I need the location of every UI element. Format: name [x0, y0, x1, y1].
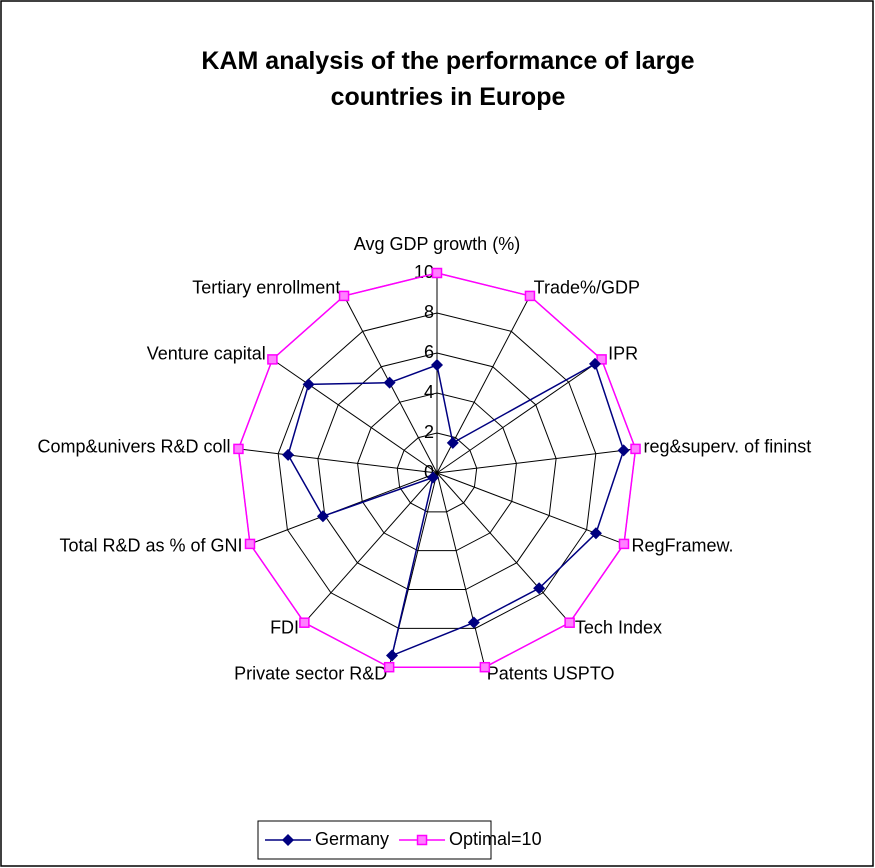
- marker: [383, 376, 396, 389]
- marker: [302, 378, 315, 391]
- grid-line: [277, 312, 597, 629]
- marker: [479, 661, 491, 673]
- spoke: [436, 358, 602, 474]
- marker: [431, 359, 443, 371]
- category-label: Tertiary enrollment: [192, 278, 340, 298]
- marker: [316, 510, 329, 523]
- legend-label: Optimal=10: [449, 829, 542, 849]
- category-label: Comp&univers R&D coll: [37, 437, 230, 457]
- marker: [564, 617, 575, 628]
- y-tick-label: 8: [424, 302, 434, 322]
- marker: [338, 290, 350, 302]
- marker: [427, 471, 440, 484]
- y-tick-label: 0: [424, 462, 434, 482]
- category-label: Trade%/GDP: [534, 278, 640, 298]
- marker: [446, 436, 459, 449]
- category-label: Tech Index: [575, 617, 662, 637]
- spoke: [304, 472, 438, 624]
- category-label: Total R&D as % of GNI: [59, 536, 242, 556]
- category-label: Private sector R&D: [234, 664, 387, 684]
- y-tick-label: 4: [424, 382, 434, 402]
- category-label: Avg GDP growth (%): [354, 234, 520, 254]
- category-label: FDI: [270, 617, 299, 637]
- marker: [589, 527, 602, 540]
- marker: [282, 448, 295, 461]
- spoke: [238, 448, 438, 474]
- spoke: [272, 358, 438, 474]
- marker: [596, 354, 607, 365]
- category-label: IPR: [608, 344, 638, 364]
- grid-line: [357, 392, 517, 552]
- chart-title: KAM analysis of the performance of large…: [201, 47, 694, 111]
- marker: [383, 661, 395, 673]
- legend-marker: [416, 834, 428, 846]
- legend-label: Germany: [315, 829, 389, 849]
- category-label: Patents USPTO: [487, 664, 615, 684]
- y-tick-label: 6: [424, 342, 434, 362]
- marker: [244, 538, 256, 550]
- marker: [299, 617, 310, 628]
- marker: [524, 290, 536, 302]
- spoke: [436, 472, 570, 624]
- legend-marker: [282, 834, 294, 846]
- marker: [267, 354, 278, 365]
- y-tick-label: 2: [424, 422, 434, 442]
- category-label: Venture capital: [147, 344, 266, 364]
- marker: [618, 538, 630, 550]
- marker: [431, 267, 443, 279]
- marker: [589, 357, 602, 370]
- grid-line: [396, 432, 478, 513]
- category-label: reg&superv. of fininst: [643, 437, 811, 457]
- grid-line: [317, 352, 557, 591]
- marker: [617, 444, 630, 457]
- spoke: [436, 472, 486, 668]
- series-line: [287, 362, 625, 657]
- series-line: [237, 272, 637, 668]
- category-label: RegFramew.: [631, 536, 733, 556]
- y-tick-label: 10: [414, 262, 434, 282]
- legend-box: [257, 820, 492, 860]
- marker: [533, 582, 546, 595]
- marker: [386, 649, 399, 662]
- spoke: [436, 448, 636, 474]
- marker: [233, 443, 244, 455]
- marker: [630, 443, 641, 455]
- marker: [467, 616, 480, 629]
